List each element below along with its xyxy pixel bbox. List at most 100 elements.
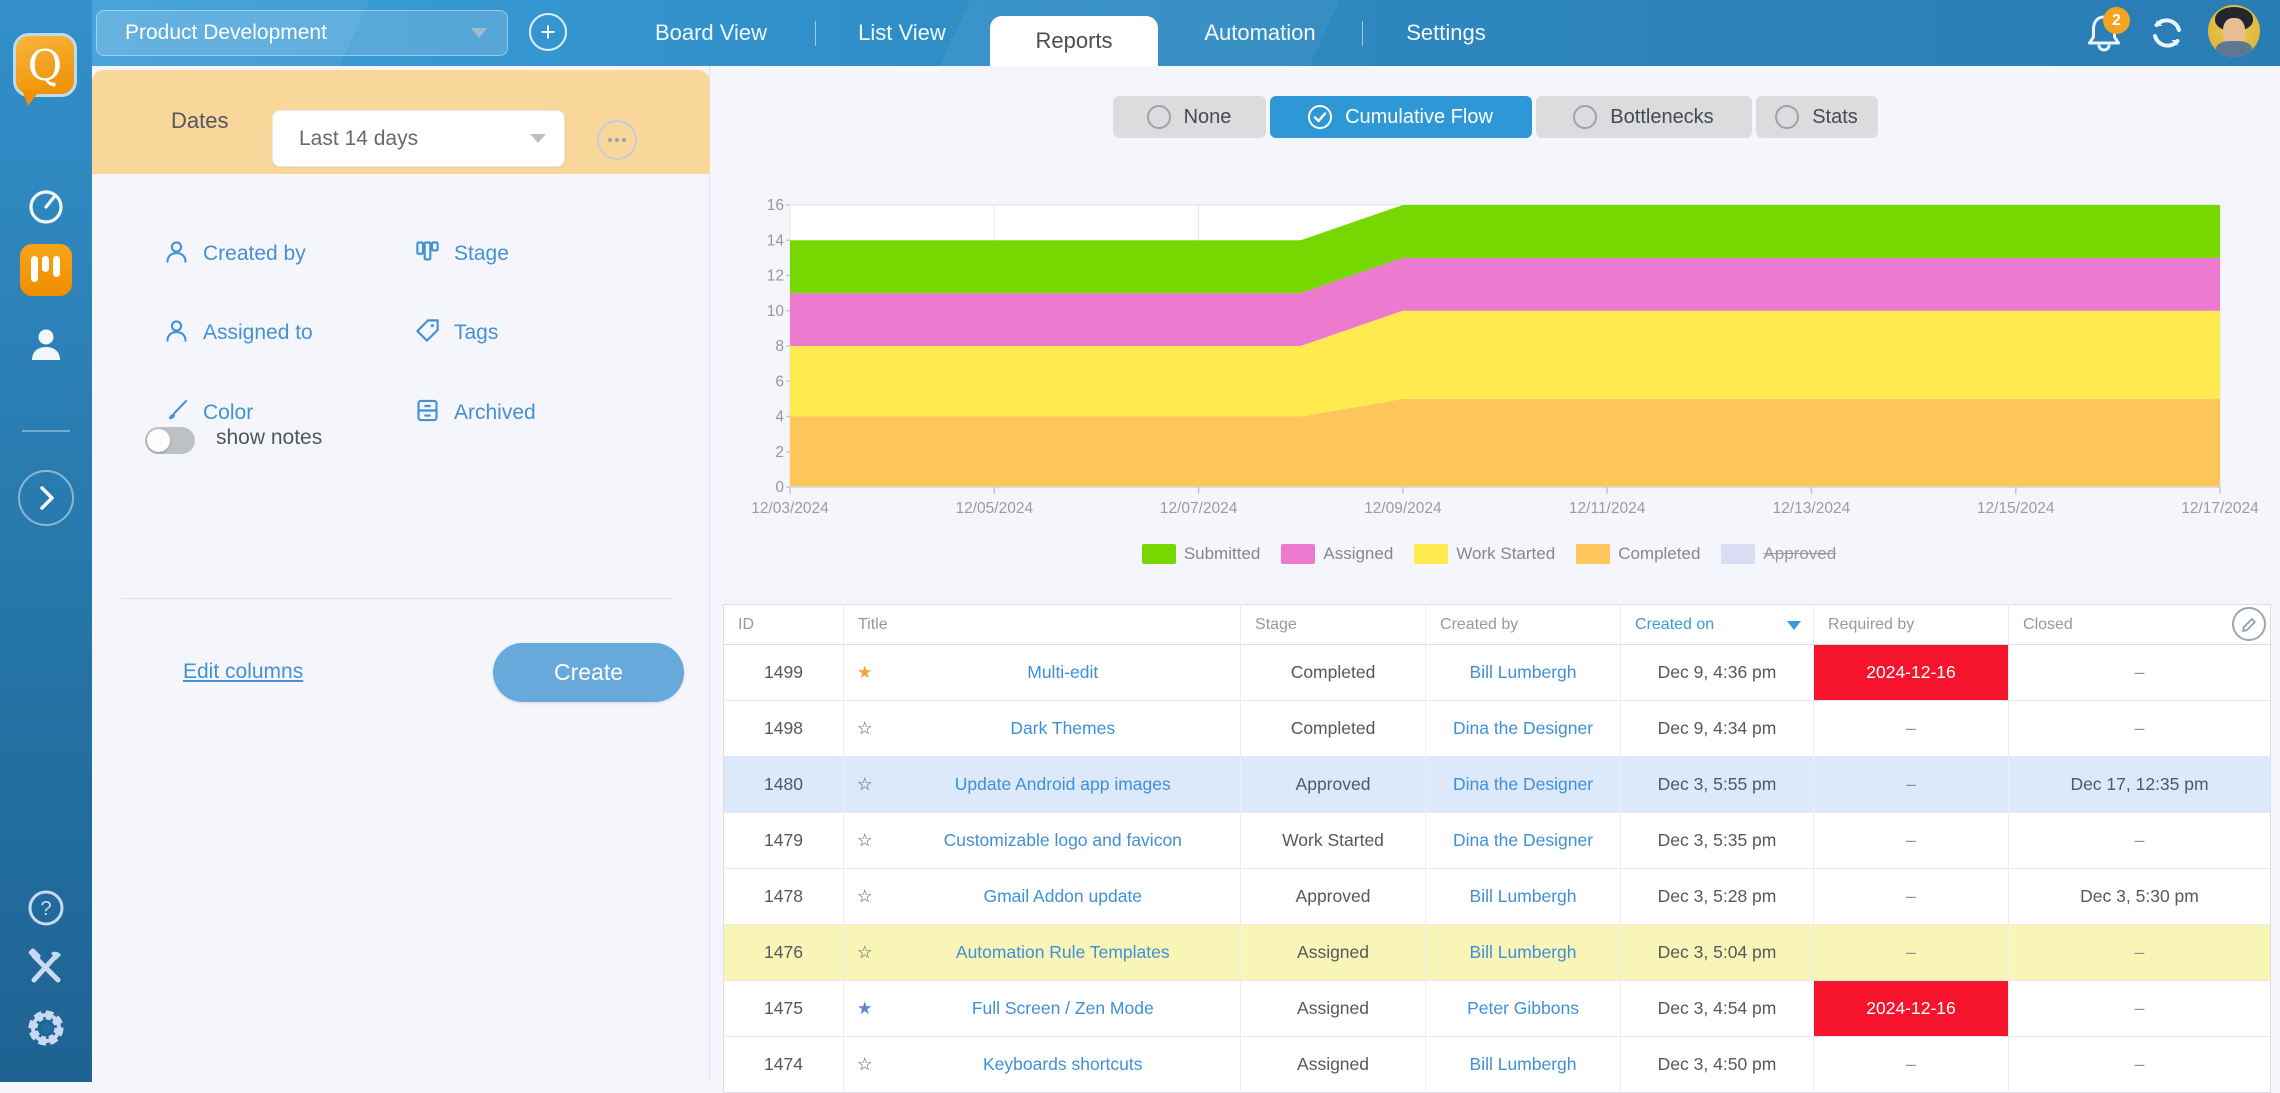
created-by-link[interactable]: Bill Lumbergh bbox=[1469, 662, 1577, 682]
sidebar-item-integrations[interactable] bbox=[24, 946, 68, 990]
created-by-link[interactable]: Dina the Designer bbox=[1452, 830, 1594, 850]
created-by-link[interactable]: Bill Lumbergh bbox=[1469, 1054, 1577, 1074]
table-row[interactable]: 1498 ☆ Dark Themes Completed Dina the Design… bbox=[723, 700, 2271, 757]
table-row[interactable]: 1476 ☆ Automation Rule Templates Assigned Bi… bbox=[723, 924, 2271, 981]
legend-item-work-started[interactable]: Work Started bbox=[1414, 544, 1555, 564]
dates-range-value: Last 14 days bbox=[299, 126, 419, 150]
app-sidebar: Q ? bbox=[0, 0, 92, 1082]
sidebar-item-members[interactable] bbox=[24, 323, 68, 367]
star-icon[interactable]: ★ bbox=[843, 644, 886, 701]
notifications-button[interactable]: 2 bbox=[2084, 7, 2130, 55]
mode-bottlenecks[interactable]: Bottlenecks bbox=[1535, 96, 1752, 138]
task-title-link[interactable]: Multi-edit bbox=[1027, 662, 1099, 682]
tab-settings[interactable]: Settings bbox=[1406, 20, 1486, 45]
sync-icon bbox=[2153, 18, 2181, 48]
archive-icon bbox=[414, 397, 441, 430]
tab-automation[interactable]: Automation bbox=[1204, 20, 1316, 45]
task-title-link[interactable]: Automation Rule Templates bbox=[955, 942, 1170, 962]
created-by-link[interactable]: Bill Lumbergh bbox=[1469, 942, 1577, 962]
task-title-link[interactable]: Gmail Addon update bbox=[983, 886, 1143, 906]
task-title-link[interactable]: Dark Themes bbox=[1010, 718, 1116, 738]
filter-tags[interactable]: Tags bbox=[414, 318, 498, 348]
create-button[interactable]: Create bbox=[493, 643, 684, 702]
column-header-created-on[interactable]: Created on bbox=[1620, 604, 1814, 645]
table-row[interactable]: 1480 ☆ Update Android app images Approved Di… bbox=[723, 756, 2271, 813]
column-header-closed[interactable]: Closed bbox=[2008, 604, 2271, 645]
task-created-on: Dec 3, 5:55 pm bbox=[1620, 756, 1814, 813]
user-avatar[interactable] bbox=[2208, 5, 2260, 57]
svg-text:14: 14 bbox=[767, 232, 785, 249]
sidebar-item-help[interactable]: ? bbox=[24, 886, 68, 930]
column-header-stage[interactable]: Stage bbox=[1240, 604, 1426, 645]
star-icon[interactable]: ☆ bbox=[843, 756, 886, 813]
mode-none[interactable]: None bbox=[1112, 96, 1266, 138]
sidebar-expand-button[interactable] bbox=[18, 470, 74, 526]
star-icon[interactable]: ☆ bbox=[843, 1036, 886, 1093]
task-title-link[interactable]: Keyboards shortcuts bbox=[982, 1054, 1143, 1074]
star-icon[interactable]: ☆ bbox=[843, 868, 886, 925]
tab-reports[interactable]: Reports bbox=[990, 16, 1158, 66]
task-created-by-cell: Dina the Designer bbox=[1425, 812, 1621, 869]
tab-board-view[interactable]: Board View bbox=[654, 20, 768, 45]
tasks-table-wrap: ID Title Stage Created by Created on Required… bbox=[723, 604, 2272, 1093]
toggle-knob bbox=[147, 429, 170, 452]
created-by-link[interactable]: Dina the Designer bbox=[1452, 774, 1594, 794]
legend-item-submitted[interactable]: Submitted bbox=[1141, 544, 1260, 564]
created-by-link[interactable]: Dina the Designer bbox=[1452, 718, 1594, 738]
table-row[interactable]: 1479 ☆ Customizable logo and favicon Work S… bbox=[723, 812, 2271, 869]
svg-text:6: 6 bbox=[775, 373, 784, 390]
tab-divider bbox=[1362, 21, 1363, 46]
table-row[interactable]: 1499 ★ Multi-edit Completed Bill Lumbergh Dec… bbox=[723, 644, 2271, 701]
created-by-link[interactable]: Peter Gibbons bbox=[1467, 998, 1579, 1018]
table-row[interactable]: 1475 ★ Full Screen / Zen Mode Assigned Peter… bbox=[723, 980, 2271, 1037]
task-title-link[interactable]: Full Screen / Zen Mode bbox=[971, 998, 1154, 1018]
task-title-cell: Automation Rule Templates bbox=[885, 924, 1241, 981]
filter-archived[interactable]: Archived bbox=[414, 398, 536, 428]
filter-stage[interactable]: Stage bbox=[414, 239, 509, 269]
star-icon[interactable]: ★ bbox=[843, 980, 886, 1037]
mode-cumulative-flow[interactable]: Cumulative Flow bbox=[1269, 96, 1532, 138]
dates-range-select[interactable]: Last 14 days bbox=[272, 110, 565, 167]
radio-icon bbox=[1146, 105, 1171, 129]
legend-item-assigned[interactable]: Assigned bbox=[1281, 544, 1393, 564]
app-logo[interactable]: Q bbox=[13, 33, 77, 106]
edit-columns-link[interactable]: Edit columns bbox=[183, 660, 304, 683]
task-created-on: Dec 3, 5:04 pm bbox=[1620, 924, 1814, 981]
avatar-face bbox=[2223, 18, 2245, 46]
svg-text:8: 8 bbox=[775, 338, 784, 355]
sidebar-item-dashboard[interactable] bbox=[24, 185, 68, 229]
show-notes-toggle[interactable] bbox=[145, 427, 195, 454]
task-title-cell: Keyboards shortcuts bbox=[885, 1036, 1241, 1093]
filter-created-by[interactable]: Created by bbox=[163, 239, 306, 269]
task-title-link[interactable]: Update Android app images bbox=[954, 774, 1171, 794]
filter-assigned-to[interactable]: Assigned to bbox=[163, 318, 313, 348]
created-by-link[interactable]: Bill Lumbergh bbox=[1469, 886, 1577, 906]
project-selector[interactable]: Product Development bbox=[96, 10, 508, 56]
edit-table-button[interactable] bbox=[2232, 607, 2267, 641]
tab-list-view[interactable]: List View bbox=[858, 20, 946, 45]
task-title-link[interactable]: Customizable logo and favicon bbox=[943, 830, 1182, 850]
table-row[interactable]: 1474 ☆ Keyboards shortcuts Assigned Bill Lum… bbox=[723, 1036, 2271, 1093]
legend-item-approved[interactable]: Approved bbox=[1721, 544, 1836, 564]
column-header-created-by[interactable]: Created by bbox=[1425, 604, 1621, 645]
sync-button[interactable] bbox=[2148, 14, 2186, 52]
mode-stats[interactable]: Stats bbox=[1755, 96, 1878, 138]
legend-swatch bbox=[1281, 544, 1316, 564]
sidebar-item-boards-active[interactable] bbox=[20, 244, 72, 296]
dates-more-button[interactable] bbox=[597, 120, 637, 160]
column-header-id[interactable]: ID bbox=[723, 604, 844, 645]
star-icon[interactable]: ☆ bbox=[843, 924, 886, 981]
legend-item-completed[interactable]: Completed bbox=[1576, 544, 1700, 564]
sidebar-item-settings[interactable] bbox=[24, 1006, 68, 1050]
task-stage: Assigned bbox=[1240, 980, 1426, 1037]
table-row[interactable]: 1478 ☆ Gmail Addon update Approved Bill Lumb… bbox=[723, 868, 2271, 925]
legend-label: Assigned bbox=[1323, 544, 1394, 563]
star-icon[interactable]: ☆ bbox=[843, 812, 886, 869]
star-icon[interactable]: ☆ bbox=[843, 700, 886, 757]
add-project-button[interactable]: + bbox=[529, 13, 567, 51]
column-header-required-by[interactable]: Required by bbox=[1813, 604, 2009, 645]
task-created-on: Dec 9, 4:34 pm bbox=[1620, 700, 1814, 757]
column-header-title[interactable]: Title bbox=[842, 604, 1241, 645]
filter-color[interactable]: Color bbox=[163, 398, 253, 428]
chevron-down-icon bbox=[471, 28, 487, 38]
